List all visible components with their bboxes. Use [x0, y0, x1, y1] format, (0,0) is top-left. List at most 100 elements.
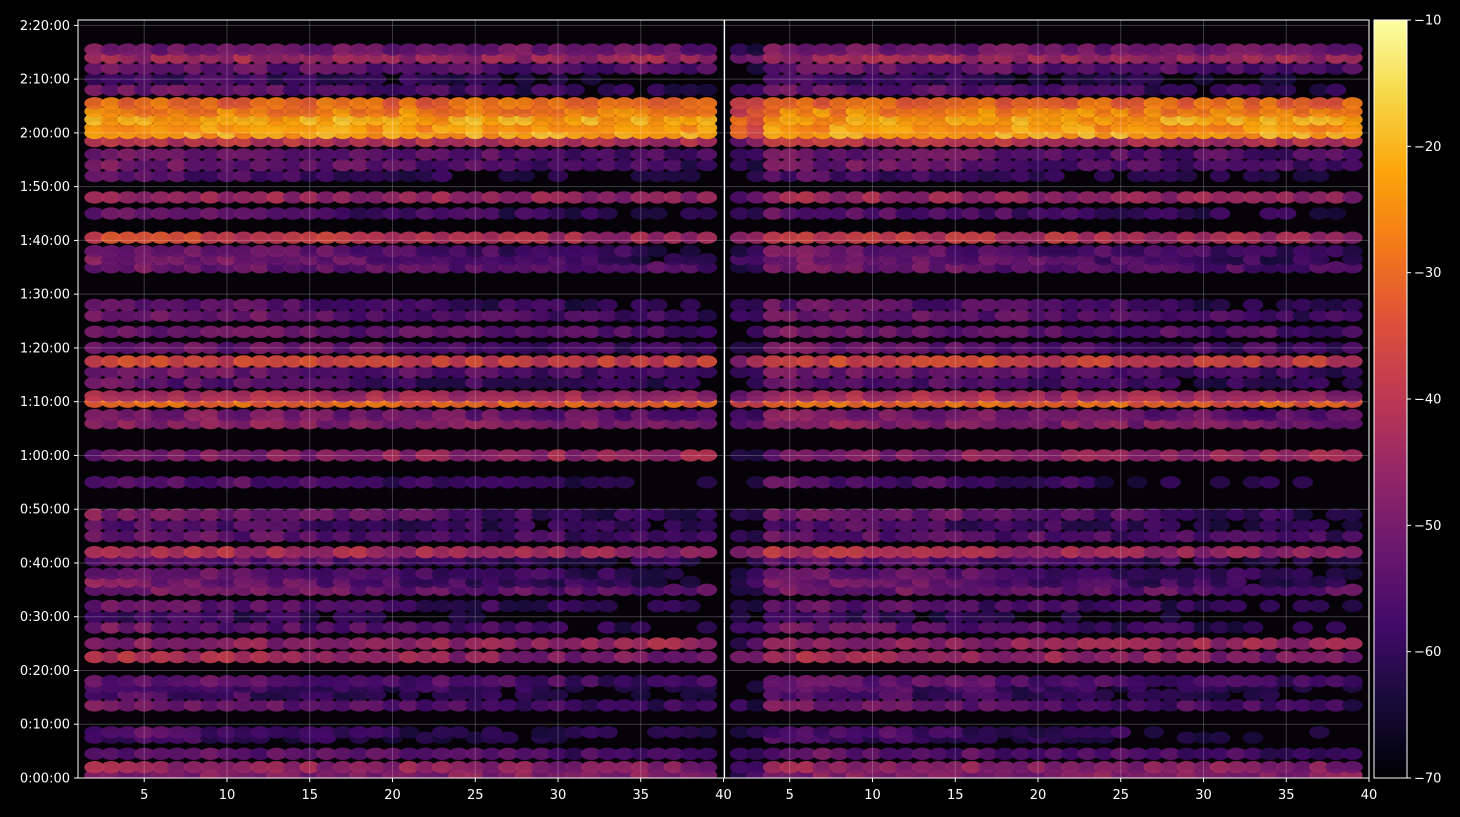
- heatmap-cell: [895, 567, 916, 580]
- heatmap-cell: [862, 675, 883, 688]
- heatmap-cell: [1160, 376, 1181, 390]
- heatmap-cell: [415, 761, 436, 774]
- heatmap-cell: [1110, 747, 1131, 760]
- heatmap-cell: [1325, 675, 1347, 688]
- heatmap-cell: [249, 529, 271, 543]
- heatmap-cell: [1226, 637, 1247, 650]
- heatmap-cell: [696, 355, 718, 368]
- heatmap-cell: [812, 726, 834, 739]
- heatmap-cell: [84, 650, 105, 664]
- heatmap-cell: [680, 599, 701, 613]
- heatmap-cell: [1292, 675, 1314, 688]
- heatmap-cell: [481, 650, 503, 664]
- heatmap-cell: [431, 546, 453, 559]
- heatmap-cell: [961, 546, 983, 559]
- y-tick-label: 0:10:00: [20, 718, 70, 733]
- y-tick-label: 0:30:00: [20, 610, 70, 625]
- heatmap-cell: [481, 761, 503, 774]
- heatmap-cell: [845, 476, 867, 489]
- heatmap-cell: [812, 529, 834, 543]
- x-tick-label: 10: [864, 788, 881, 803]
- heatmap-cell: [1027, 546, 1049, 559]
- heatmap-cell: [84, 637, 105, 650]
- heatmap-cell: [117, 761, 138, 774]
- heatmap-cell: [580, 508, 602, 521]
- heatmap-cell: [696, 761, 718, 774]
- heatmap-cell: [613, 546, 635, 559]
- heatmap-cell: [1325, 699, 1347, 712]
- heatmap-cell: [928, 621, 949, 634]
- heatmap-cell: [1226, 699, 1247, 712]
- heatmap-cell: [216, 449, 238, 462]
- heatmap-cell: [332, 675, 354, 688]
- heatmap-cell: [531, 567, 552, 580]
- heatmap-cell: [1044, 529, 1065, 543]
- heatmap-cell: [431, 476, 453, 489]
- heatmap-cell: [994, 508, 1016, 521]
- heatmap-cell: [150, 449, 172, 462]
- heatmap-cell: [680, 650, 701, 664]
- heatmap-cell: [448, 599, 470, 613]
- heatmap-cell: [696, 191, 718, 204]
- heatmap-cell: [647, 567, 668, 580]
- heatmap-cell: [117, 747, 138, 760]
- heatmap-cell: [1342, 158, 1363, 172]
- heatmap-cell: [398, 761, 420, 774]
- heatmap-cell: [1259, 529, 1280, 543]
- heatmap-cell: [531, 761, 552, 774]
- heatmap-cell: [349, 546, 370, 559]
- heatmap-cell: [448, 508, 470, 521]
- heatmap-cell: [796, 449, 817, 462]
- heatmap-cell: [1193, 546, 1214, 559]
- heatmap-cell: [878, 726, 900, 739]
- heatmap-cell: [1011, 546, 1032, 559]
- heatmap-cell: [1309, 449, 1330, 462]
- heatmap-cell: [613, 529, 635, 543]
- heatmap-cell: [1093, 621, 1115, 634]
- heatmap-cell: [398, 529, 420, 543]
- colorbar-gradient: [1374, 20, 1407, 778]
- heatmap-cell: [978, 599, 999, 613]
- heatmap-cell: [167, 650, 188, 664]
- heatmap-cell: [696, 408, 718, 422]
- heatmap-cell: [382, 508, 403, 521]
- heatmap-cell: [994, 621, 1016, 634]
- heatmap-cell: [200, 546, 221, 559]
- heatmap-cell: [564, 599, 585, 613]
- heatmap-cell: [829, 675, 850, 688]
- heatmap-cell: [647, 207, 668, 220]
- heatmap-cell: [233, 747, 254, 760]
- heatmap-cell: [729, 610, 751, 623]
- heatmap-cell: [978, 567, 999, 580]
- heatmap-cell: [1309, 726, 1330, 739]
- heatmap-cell: [1309, 699, 1330, 712]
- heatmap-cell: [1160, 508, 1181, 521]
- heatmap-cell: [911, 747, 933, 760]
- heatmap-cell: [183, 546, 205, 559]
- heatmap-cell: [282, 529, 304, 543]
- heatmap-cell: [498, 546, 519, 559]
- heatmap-cell: [1127, 408, 1148, 422]
- heatmap-cell: [1193, 675, 1214, 688]
- heatmap-cell: [266, 650, 287, 664]
- heatmap-cell: [1259, 599, 1280, 613]
- heatmap-cell: [647, 508, 668, 521]
- heatmap-cell: [498, 675, 519, 688]
- heatmap-cell: [1143, 621, 1165, 634]
- heatmap-cell: [613, 637, 635, 650]
- heatmap-cell: [1027, 637, 1049, 650]
- heatmap-cell: [514, 621, 536, 634]
- heatmap-cell: [398, 747, 420, 760]
- heatmap-cell: [1309, 376, 1330, 390]
- heatmap-cell: [1292, 476, 1314, 489]
- y-tick-label: 0:00:00: [20, 772, 70, 787]
- heatmap-cell: [498, 621, 519, 634]
- heatmap-cell: [1060, 621, 1082, 634]
- heatmap-cell: [200, 761, 221, 774]
- heatmap-cell: [183, 519, 205, 532]
- heatmap-cell: [812, 699, 834, 712]
- heatmap-cell: [349, 637, 370, 650]
- heatmap-cell: [448, 476, 470, 489]
- heatmap-cell: [680, 699, 701, 712]
- heatmap-cell: [1160, 599, 1181, 613]
